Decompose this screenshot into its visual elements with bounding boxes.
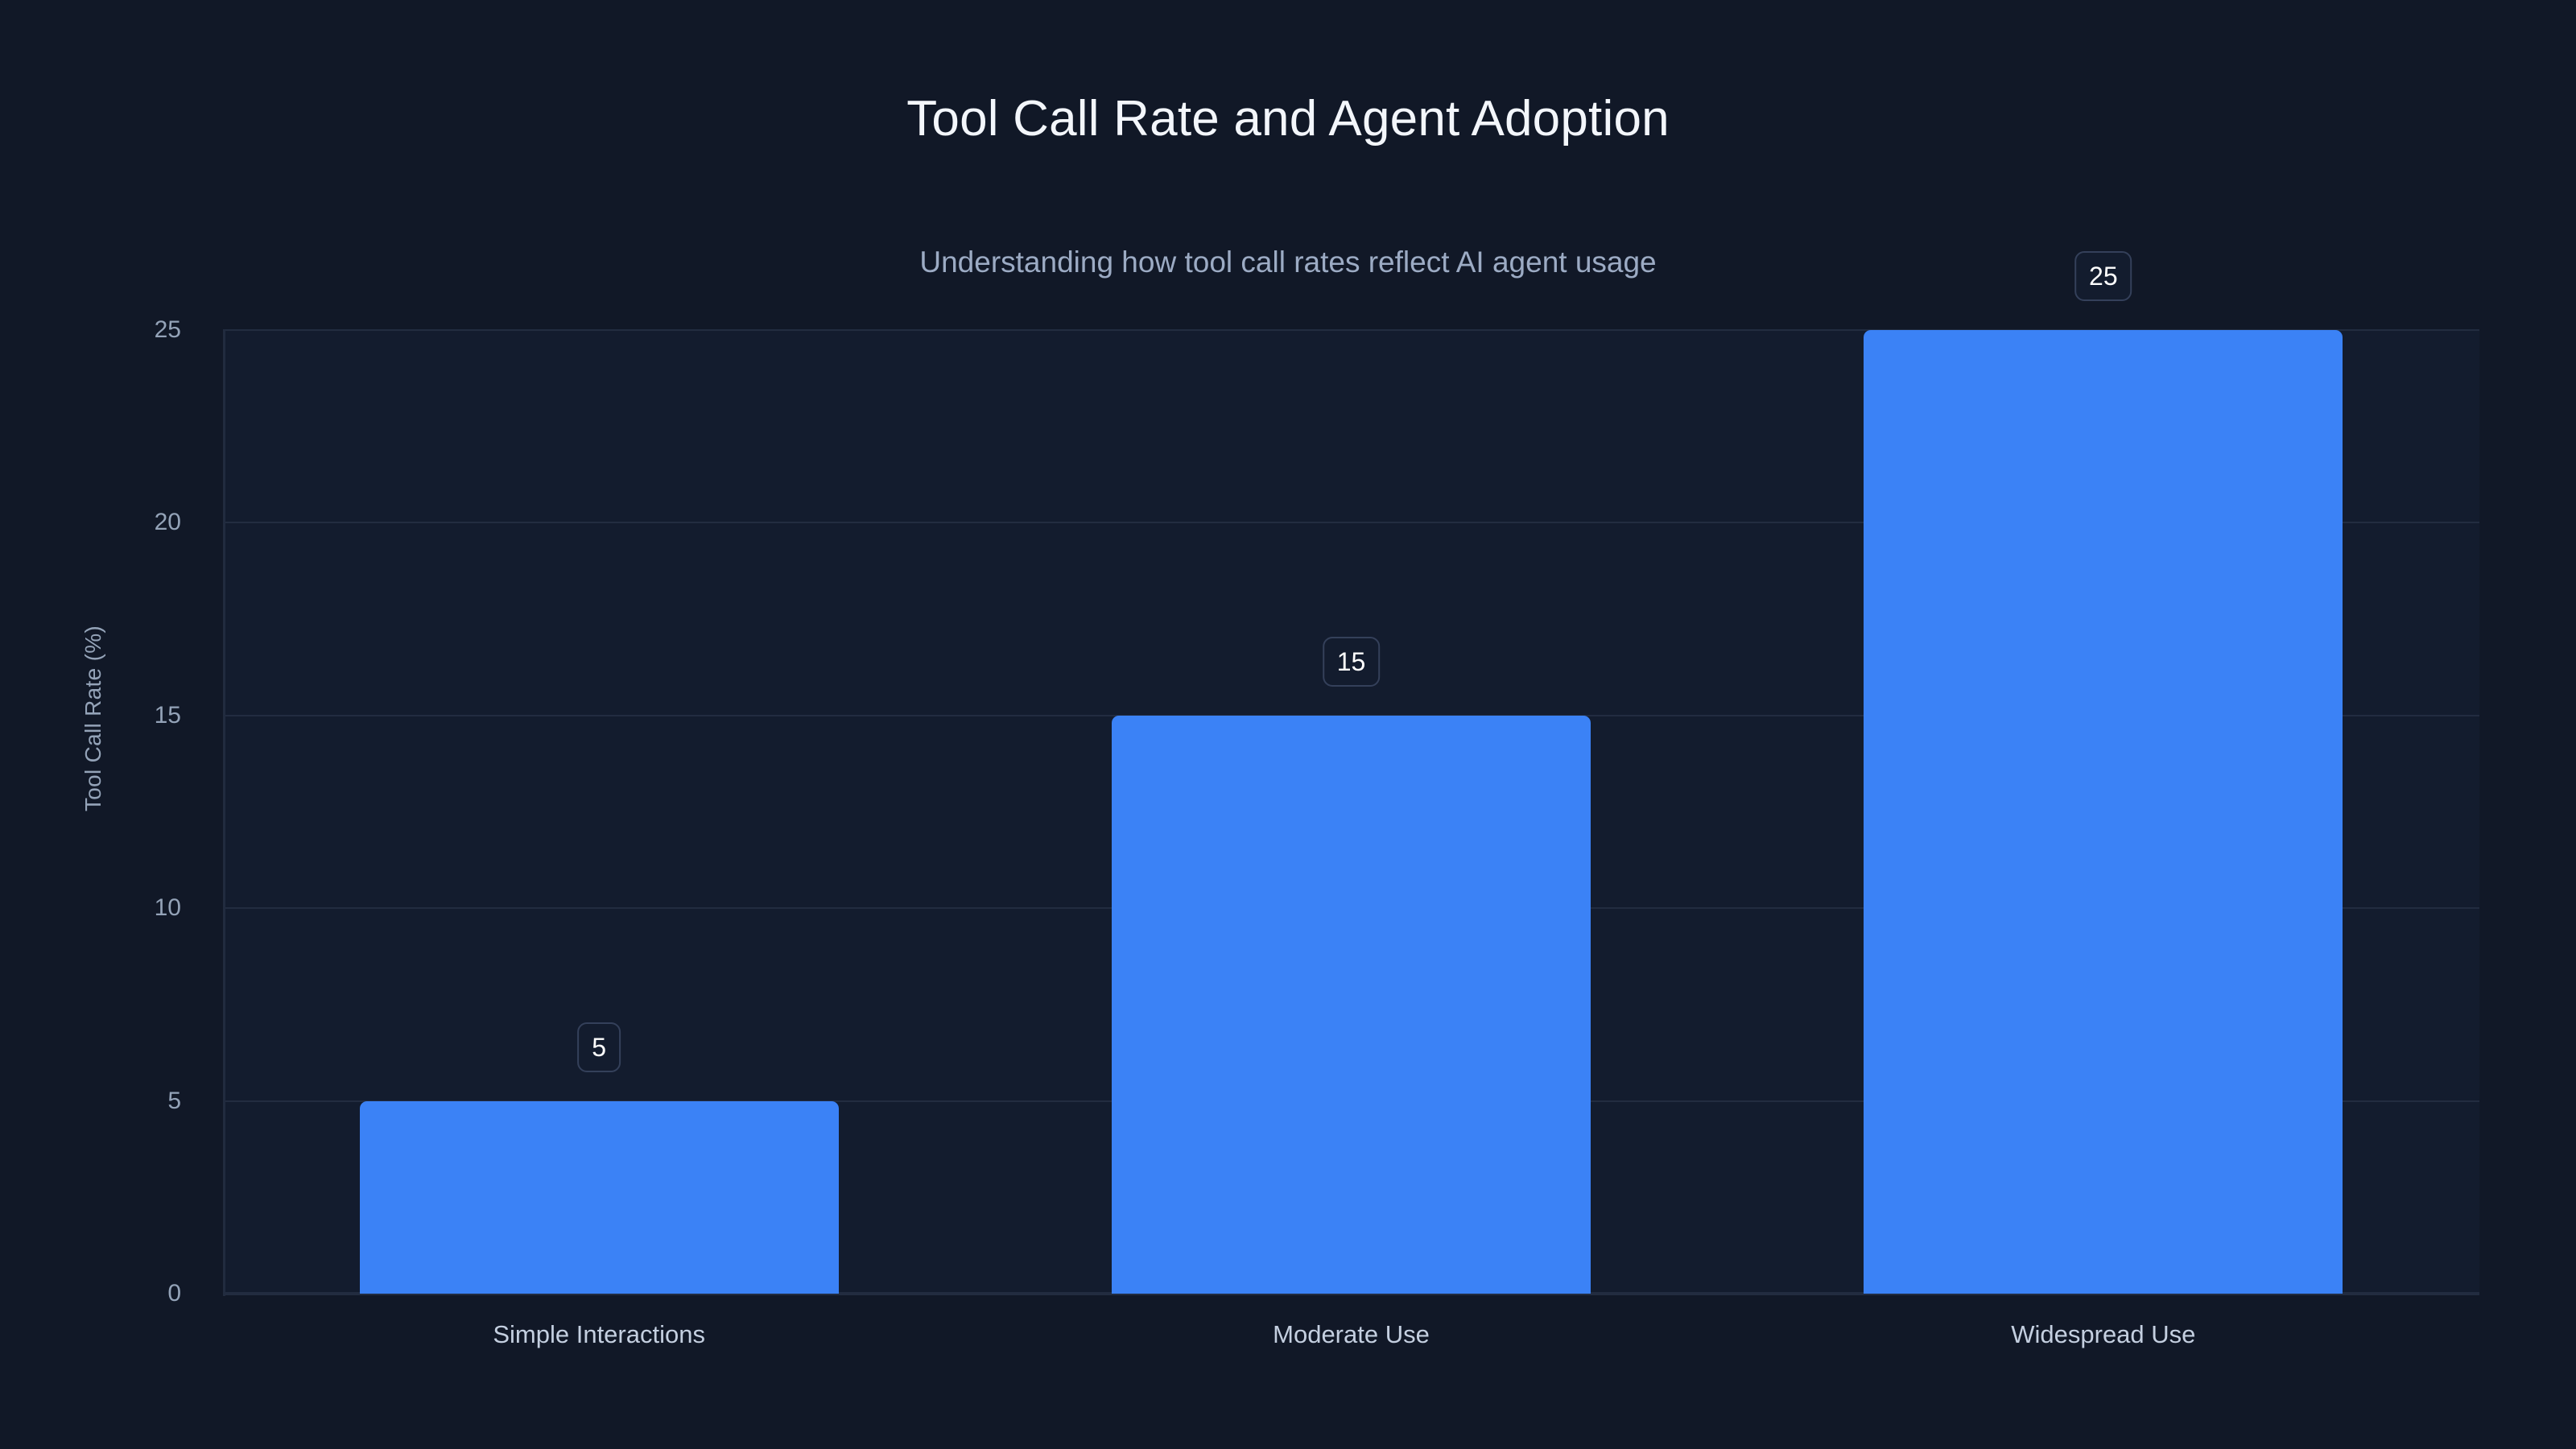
bar[interactable] (1864, 330, 2343, 1294)
y-axis-tick-label: 5 (167, 1087, 181, 1114)
gridline (223, 329, 2479, 331)
chart-title: Tool Call Rate and Agent Adoption (906, 91, 1670, 147)
x-axis-category-label: Moderate Use (1273, 1320, 1430, 1348)
y-axis-title: Tool Call Rate (%) (80, 625, 105, 811)
bar-value-badge: 15 (1322, 636, 1381, 687)
bar[interactable] (1112, 715, 1591, 1294)
bar-value-badge: 5 (577, 1022, 621, 1072)
bar[interactable] (359, 1100, 839, 1294)
y-axis-tick-label: 15 (154, 701, 181, 729)
bar-value-badge: 25 (2074, 251, 2132, 301)
x-axis-baseline (223, 1292, 2479, 1295)
y-axis-tick-label: 20 (154, 509, 181, 536)
y-axis-spine (223, 330, 225, 1296)
x-axis-category-label: Simple Interactions (493, 1320, 705, 1348)
chart-subtitle: Understanding how tool call rates reflec… (919, 246, 1657, 279)
y-axis-tick-label: 25 (154, 316, 181, 343)
gridline (223, 522, 2479, 524)
y-axis-tick-label: 10 (154, 894, 181, 922)
y-axis-tick-label: 0 (167, 1280, 181, 1307)
x-axis-category-label: Widespread Use (2011, 1320, 2196, 1348)
